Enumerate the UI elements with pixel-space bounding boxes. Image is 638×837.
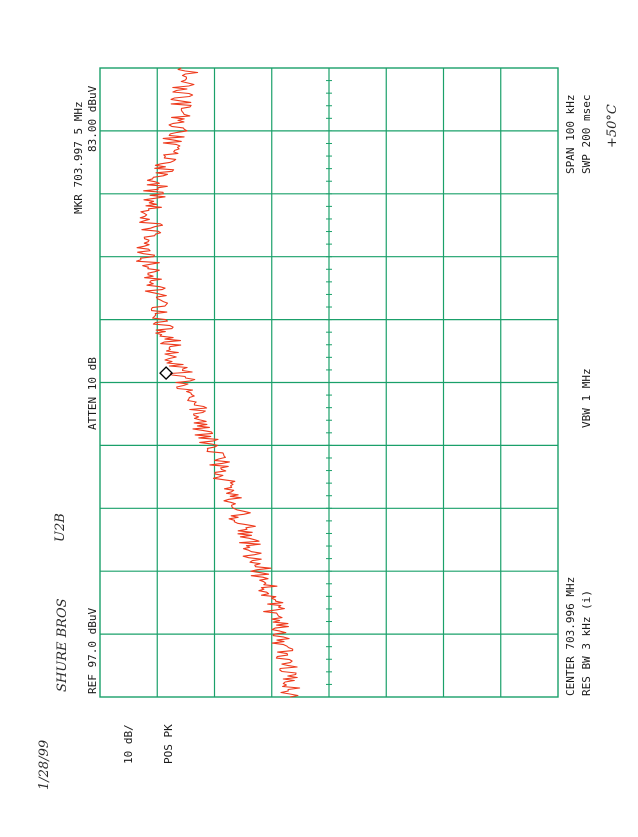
sweep-label: SWP 200 msec — [580, 95, 593, 174]
span-label: SPAN 100 kHz — [564, 95, 577, 174]
res-bw-label: RES BW 3 kHz (i) — [580, 590, 593, 696]
spectrum-trace — [136, 67, 301, 698]
marker-level-label: 83.00 dBuV — [86, 85, 99, 152]
handwritten-maker: SHURE BROS — [55, 598, 70, 692]
reference-level-label: REF 97.0 dBuV — [86, 608, 99, 694]
detector-label: POS PK — [162, 724, 175, 764]
handwritten-model: U2B — [53, 513, 68, 542]
marker-layer — [159, 366, 174, 381]
handwritten-date: 1/28/99 — [37, 740, 52, 790]
trace-layer — [136, 67, 301, 698]
center-frequency-label: CENTER 703.996 MHz — [564, 577, 577, 696]
scale-label: 10 dB/ — [122, 724, 135, 764]
vbw-label: VBW 1 MHz — [580, 368, 593, 428]
handwritten-temperature: +50°C — [605, 104, 620, 148]
marker-frequency-label: MKR 703.997 5 MHz — [72, 101, 85, 214]
marker-diamond — [159, 366, 174, 381]
attenuation-label: ATTEN 10 dB — [86, 357, 99, 430]
